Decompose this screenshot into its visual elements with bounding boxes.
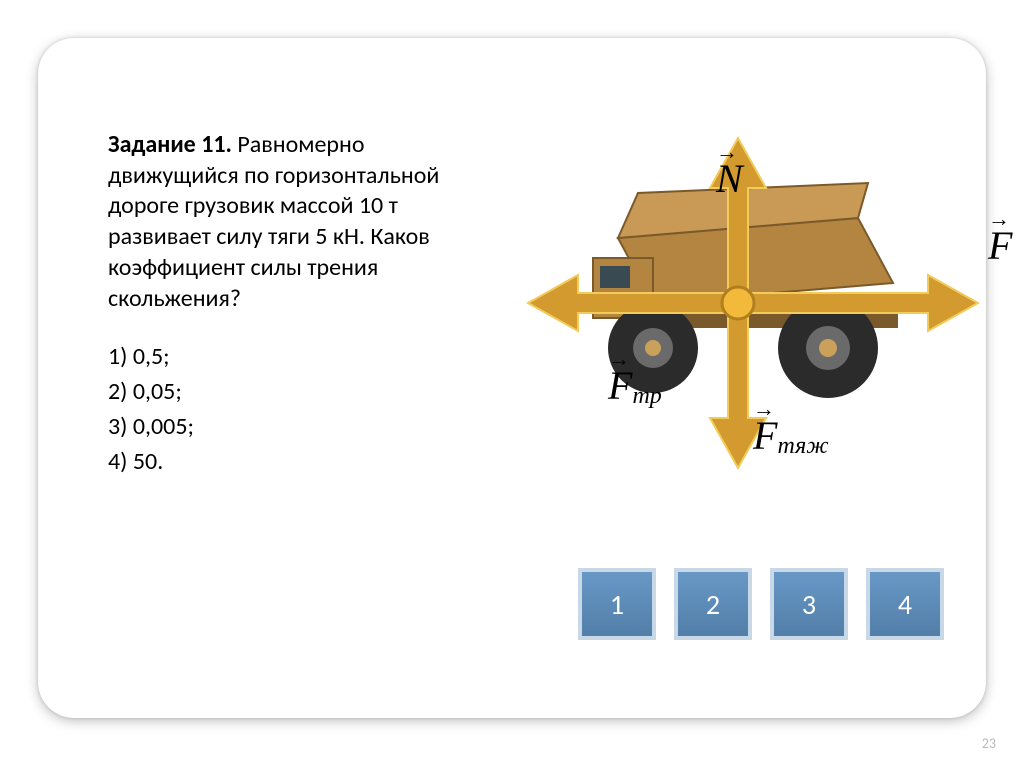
force-diagram: → N → F → Fтр → Fтяж [498, 128, 1024, 488]
label-Fg: → Fтяж [753, 403, 829, 460]
answer-button-3[interactable]: 3 [770, 568, 848, 640]
task-heading: Задание 11. [108, 130, 232, 159]
answer-options: 1) 0,5; 2) 0,05; 3) 0,005; 4) 50. [108, 340, 468, 479]
option-1: 1) 0,5; [108, 340, 468, 375]
answer-button-1[interactable]: 1 [578, 568, 656, 640]
label-Ftr: → Fтр [608, 353, 662, 410]
answer-button-2[interactable]: 2 [674, 568, 752, 640]
option-2: 2) 0,05; [108, 375, 468, 410]
slide-card: Задание 11. Равномерно движущийся по гор… [38, 38, 986, 718]
answer-button-row: 1 2 3 4 [578, 568, 944, 640]
answer-button-4[interactable]: 4 [866, 568, 944, 640]
page-number: 23 [982, 735, 996, 752]
option-3: 3) 0,005; [108, 410, 468, 445]
label-N: → N [716, 146, 743, 199]
label-F: → F [988, 213, 1012, 266]
option-4: 4) 50. [108, 445, 468, 480]
problem-text: Задание 11. Равномерно движущийся по гор… [108, 130, 468, 480]
